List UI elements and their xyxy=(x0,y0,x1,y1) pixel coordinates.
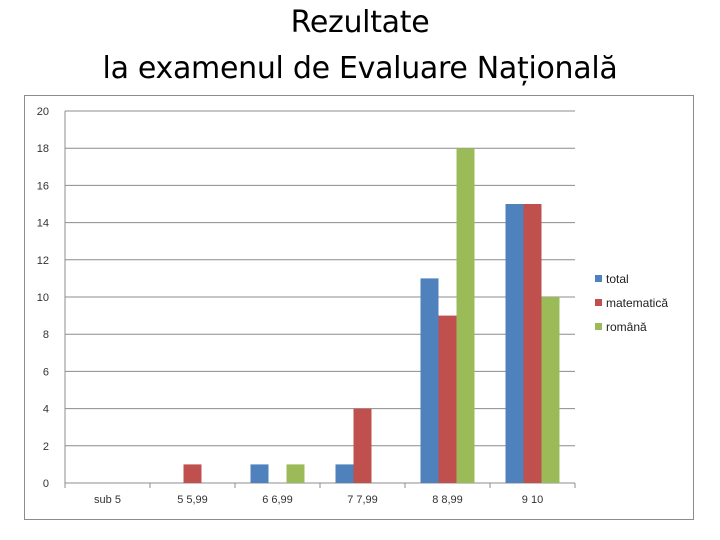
y-tick-label: 14 xyxy=(37,218,49,230)
bar xyxy=(505,204,524,483)
bar xyxy=(250,464,269,483)
legend: total matematică română xyxy=(595,272,668,334)
legend-swatch xyxy=(595,323,602,330)
chart-frame: 0 2 4 6 8 10 12 14 16 18 20 sub 5 5 5,99 6 6,99 7 7,99… xyxy=(24,95,694,520)
legend-label: română xyxy=(606,320,647,334)
bar xyxy=(183,464,202,483)
y-tick-label: 20 xyxy=(37,106,49,118)
legend-swatch xyxy=(595,299,602,306)
bar xyxy=(286,464,305,483)
x-tick-label: 8 8,99 xyxy=(432,494,463,506)
y-tick-label: 0 xyxy=(43,478,49,490)
x-tick-label: 9 10 xyxy=(522,494,543,506)
bar xyxy=(335,464,354,483)
bar xyxy=(523,204,542,483)
legend-label: matematică xyxy=(606,296,668,310)
y-tick-label: 2 xyxy=(43,441,49,453)
y-tick-label: 10 xyxy=(37,292,49,304)
x-tick-label: 7 7,99 xyxy=(347,494,378,506)
bar xyxy=(438,315,457,483)
y-tick-label: 12 xyxy=(37,255,49,267)
bar-chart: 0 2 4 6 8 10 12 14 16 18 20 sub 5 5 5,99 6 6,99 7 7,99… xyxy=(37,106,669,506)
y-tick-label: 6 xyxy=(43,366,49,378)
bars xyxy=(183,148,560,483)
legend-label: total xyxy=(606,272,629,286)
x-tick-label: 6 6,99 xyxy=(262,494,293,506)
gridlines xyxy=(65,110,575,447)
title-line-2: la examenul de Evaluare Națională xyxy=(102,51,618,86)
bar xyxy=(420,278,439,483)
legend-swatch xyxy=(595,275,602,282)
bar xyxy=(353,408,372,483)
y-tick-label: 18 xyxy=(37,143,49,155)
bar xyxy=(541,297,560,483)
bar xyxy=(456,148,475,483)
y-tick-label: 8 xyxy=(43,329,49,341)
y-tick-label: 4 xyxy=(43,404,49,416)
title-line-1: Rezultate xyxy=(290,5,430,40)
slide-title: Rezultate la examenul de Evaluare Națion… xyxy=(0,0,720,92)
axes: 0 2 4 6 8 10 12 14 16 18 20 sub 5 5 5,99 6 6,99 7 7,99… xyxy=(37,106,576,506)
x-tick-label: sub 5 xyxy=(94,494,121,506)
x-tick-label: 5 5,99 xyxy=(177,494,208,506)
y-tick-label: 16 xyxy=(37,180,49,192)
